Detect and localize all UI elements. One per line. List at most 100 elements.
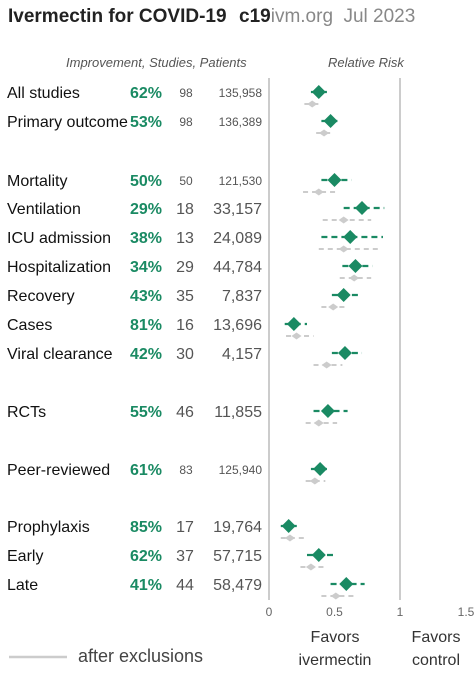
effect-diamond	[320, 404, 335, 418]
effect-diamond	[327, 173, 342, 187]
favors-right-line2: control	[412, 652, 460, 669]
row-patients: 136,389	[219, 115, 263, 129]
row-studies: 18	[176, 201, 194, 218]
effect-diamond	[311, 85, 326, 99]
row-improvement: 85%	[130, 519, 162, 536]
exclusion-marker	[330, 592, 341, 600]
relative-risk-header: Relative Risk	[328, 55, 404, 70]
row-studies: 35	[176, 288, 194, 305]
chart-header: Ivermectin for COVID-19 c19ivm.org Jul 2…	[8, 6, 415, 34]
effect-diamond	[337, 346, 352, 360]
effect-diamond	[339, 577, 354, 591]
exclusion-marker	[309, 477, 320, 485]
favors-left-line2: ivermectin	[299, 652, 372, 669]
row-label: Viral clearance	[7, 346, 113, 363]
row-label: RCTs	[7, 404, 46, 421]
chart-title: Ivermectin for COVID-19	[8, 6, 227, 27]
exclusion-marker	[349, 274, 360, 282]
exclusion-marker	[291, 332, 302, 340]
site-name-bold: c19	[239, 6, 271, 27]
row-label: All studies	[7, 85, 80, 102]
row-studies: 13	[176, 230, 194, 247]
row-studies: 16	[176, 317, 194, 334]
row-improvement: 42%	[130, 346, 162, 363]
effect-diamond	[313, 462, 328, 476]
row-improvement: 50%	[130, 173, 162, 190]
chart-date: Jul 2023	[343, 6, 416, 27]
row-improvement: 62%	[130, 548, 162, 565]
exclusion-marker	[305, 563, 316, 571]
exclusion-marker	[319, 129, 330, 137]
row-label: Cases	[7, 317, 52, 334]
row-patients: 4,157	[222, 346, 262, 363]
row-studies: 29	[176, 259, 194, 276]
row-studies: 17	[176, 519, 194, 536]
row-label: Prophylaxis	[7, 519, 90, 536]
row-patients: 24,089	[213, 230, 262, 247]
row-studies: 98	[179, 86, 193, 100]
row-label: Early	[7, 548, 43, 565]
x-tick-label: 1.5+	[458, 605, 474, 619]
x-tick-label: 0	[266, 605, 273, 619]
effect-diamond	[336, 288, 351, 302]
row-improvement: 29%	[130, 201, 162, 218]
row-patients: 11,855	[214, 404, 262, 421]
favors-left-line1: Favors	[311, 629, 360, 646]
effect-diamond	[311, 548, 326, 562]
row-patients: 58,479	[213, 577, 262, 594]
row-studies: 44	[176, 577, 194, 594]
row-improvement: 34%	[130, 259, 162, 276]
exclusion-marker	[284, 534, 295, 542]
effect-diamond	[323, 114, 338, 128]
effect-diamond	[281, 519, 296, 533]
row-patients: 33,157	[213, 201, 262, 218]
row-improvement: 62%	[130, 85, 162, 102]
row-label: Ventilation	[7, 201, 81, 218]
columns-header: Improvement, Studies, Patients	[66, 55, 247, 70]
row-label: Mortality	[7, 173, 67, 190]
row-patients: 121,530	[219, 174, 263, 188]
row-improvement: 41%	[130, 577, 162, 594]
row-improvement: 81%	[130, 317, 162, 334]
row-studies: 83	[179, 463, 193, 477]
row-studies: 37	[176, 548, 194, 565]
row-patients: 13,696	[213, 317, 262, 334]
exclusion-marker	[338, 245, 349, 253]
legend-label: after exclusions	[78, 646, 203, 666]
row-label: Hospitalization	[7, 259, 111, 276]
row-improvement: 38%	[130, 230, 162, 247]
effect-diamond	[348, 259, 363, 273]
favors-right-line1: Favors	[412, 629, 461, 646]
row-patients: 135,958	[219, 86, 263, 100]
row-patients: 7,837	[222, 288, 262, 305]
row-patients: 44,784	[213, 259, 262, 276]
row-patients: 125,940	[219, 463, 263, 477]
effect-diamond	[286, 317, 301, 331]
x-tick-label: 0.5	[326, 605, 343, 619]
row-studies: 46	[176, 404, 194, 421]
exclusion-marker	[313, 419, 324, 427]
row-improvement: 53%	[130, 114, 162, 131]
site-name-rest: ivm.org	[270, 6, 334, 27]
row-label: Peer-reviewed	[7, 462, 110, 479]
row-label: Late	[7, 577, 38, 594]
row-label: ICU admission	[7, 230, 111, 247]
row-improvement: 55%	[130, 404, 162, 421]
exclusion-marker	[313, 188, 324, 196]
row-improvement: 61%	[130, 462, 162, 479]
row-patients: 57,715	[213, 548, 262, 565]
exclusion-marker	[321, 361, 332, 369]
row-patients: 19,764	[213, 519, 262, 536]
effect-diamond	[343, 230, 358, 244]
exclusion-marker	[328, 303, 339, 311]
row-improvement: 43%	[130, 288, 162, 305]
row-studies: 98	[179, 115, 193, 129]
row-label: Primary outcome	[7, 114, 128, 131]
row-studies: 30	[176, 346, 194, 363]
exclusion-marker	[338, 216, 349, 224]
row-studies: 50	[179, 174, 193, 188]
effect-diamond	[355, 201, 370, 215]
row-label: Recovery	[7, 288, 75, 305]
exclusion-marker	[307, 100, 318, 108]
